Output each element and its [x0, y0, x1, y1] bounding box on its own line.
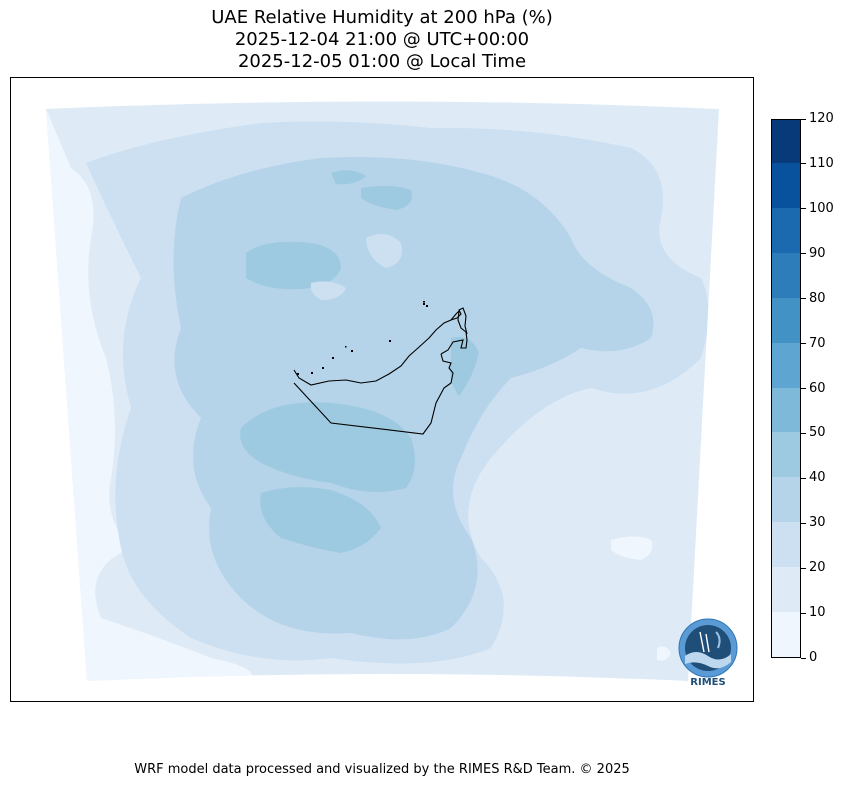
colorbar-tick-label: 30 [809, 515, 826, 531]
colorbar-band [772, 162, 800, 208]
colorbar-band [772, 297, 800, 343]
island [389, 340, 391, 342]
uae-southern-border [293, 353, 454, 435]
colorbar-tick [801, 657, 806, 659]
contour-40-50-gulf [361, 185, 412, 210]
uae-boundary [293, 307, 468, 435]
island [297, 373, 299, 375]
colorbar-band [772, 476, 800, 523]
colorbar-tick-label: 50 [809, 425, 826, 441]
island [322, 367, 324, 369]
colorbar-tick [801, 163, 806, 165]
colorbar-tick-label: 110 [809, 155, 834, 171]
uae-coastline [293, 309, 467, 386]
title-line-1: UAE Relative Humidity at 200 hPa (%) [211, 7, 553, 28]
title-line-2: 2025-12-04 21:00 @ UTC+00:00 [234, 29, 530, 50]
colorbar-band [772, 252, 800, 298]
contour-40-50-east [449, 337, 479, 396]
uae-islands [297, 301, 428, 375]
colorbar-tick [801, 567, 806, 569]
colorbar-tick [801, 298, 806, 300]
contour-40-50-center [240, 402, 415, 492]
footer-credit: WRF model data processed and visualized … [134, 762, 630, 777]
island [351, 350, 353, 352]
colorbar-tick [801, 343, 806, 345]
logo-text: RIMES [690, 677, 726, 688]
colorbar-tick-label: 120 [809, 111, 834, 126]
colorbar [771, 119, 801, 658]
contour-inner-20-30-b [310, 281, 346, 300]
colorbar-band [772, 521, 800, 568]
colorbar-band [772, 431, 800, 478]
contour-lowest-southeast [657, 646, 671, 661]
island [423, 303, 425, 305]
colorbar-tick [801, 477, 806, 479]
contour-lowest-west [46, 109, 253, 681]
colorbar-tick [801, 612, 806, 614]
colorbar-band [772, 342, 800, 388]
colorbar-band [772, 207, 800, 253]
island [345, 346, 347, 348]
colorbar-tick [801, 388, 806, 389]
island [423, 301, 425, 303]
contour-lowest-east [611, 536, 653, 560]
rimes-logo-icon [678, 618, 738, 678]
colorbar-tick-label: 10 [809, 605, 826, 621]
colorbar-tick-label: 100 [809, 200, 834, 216]
island [426, 305, 428, 307]
colorbar-tick-label: 70 [809, 335, 826, 351]
colorbar-tick [801, 522, 806, 524]
colorbar-tick-label: 60 [809, 380, 826, 396]
island [332, 357, 334, 359]
colorbar-tick-label: 20 [809, 560, 826, 576]
colorbar-tick-label: 0 [809, 650, 818, 665]
contour-inner-20-30-a [366, 234, 402, 268]
contour-40-50-south [260, 487, 381, 553]
island [311, 372, 313, 374]
humidity-map [46, 101, 719, 681]
colorbar-band [772, 611, 800, 657]
title-line-3: 2025-12-05 01:00 @ Local Time [237, 51, 527, 72]
colorbar-tick-label: 90 [809, 245, 826, 261]
colorbar-band [772, 387, 800, 433]
colorbar-tick [801, 118, 806, 120]
colorbar-tick-label: 80 [809, 290, 826, 306]
colorbar-band [772, 566, 800, 613]
colorbar-tick [801, 432, 806, 434]
colorbar-tick [801, 253, 806, 255]
contour-40-50-ne [331, 170, 366, 185]
colorbar-tick [801, 208, 806, 210]
uae-oman-border [440, 331, 468, 355]
musandam-peninsula [450, 307, 468, 335]
map-title: UAE Relative Humidity at 200 hPa (%) 202… [10, 7, 754, 73]
contour-40-50-north [246, 241, 341, 290]
colorbar-band [772, 120, 800, 163]
map-frame [10, 77, 754, 702]
colorbar-tick-label: 40 [809, 470, 826, 486]
